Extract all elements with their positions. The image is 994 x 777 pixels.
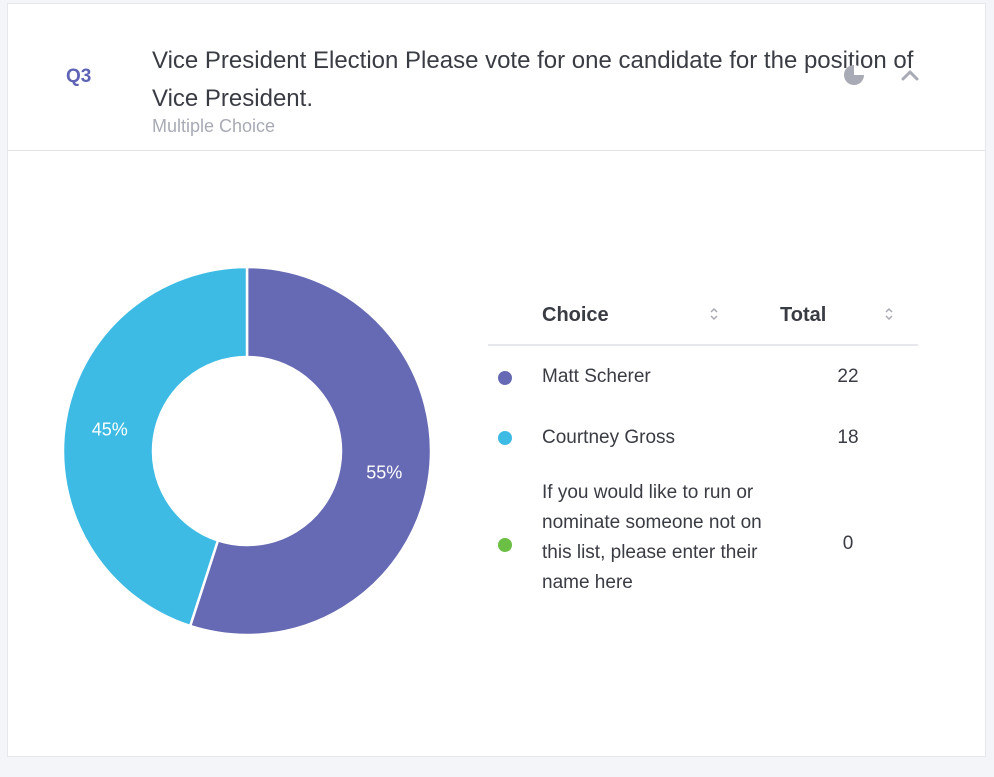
choice-label: Matt Scherer [542, 366, 651, 387]
pie-chart-icon[interactable] [843, 64, 865, 86]
choice-label: If you would like to run or nominate som… [542, 482, 762, 593]
results-table: Choice Total Matt Scherer 22 Courtney Gr… [488, 286, 918, 616]
page-footer-strip [0, 757, 994, 777]
chevron-up-icon[interactable] [899, 66, 921, 84]
question-header: Q3 Vice President Election Please vote f… [8, 4, 985, 151]
slice-percent-label: 45% [92, 419, 128, 439]
legend-dot [498, 431, 512, 445]
donut-slice[interactable] [61, 265, 249, 628]
sort-icon[interactable] [709, 304, 719, 324]
total-value: 0 [842, 533, 854, 554]
legend-dot [498, 371, 512, 385]
sort-icon[interactable] [884, 304, 894, 324]
choice-column-header[interactable]: Choice [542, 304, 609, 326]
question-title: Vice President Election Please vote for … [152, 47, 914, 112]
table-row: Courtney Gross 18 [488, 406, 918, 466]
donut-slice[interactable] [188, 265, 433, 637]
slice-percent-label: 55% [366, 463, 402, 483]
total-column-header[interactable]: Total [780, 304, 827, 326]
total-value: 18 [837, 427, 859, 448]
question-type: Multiple Choice [152, 116, 276, 136]
table-row: Matt Scherer 22 [488, 346, 918, 406]
total-value: 22 [837, 366, 859, 387]
donut-chart: 55% 45% [61, 265, 433, 637]
choice-label: Courtney Gross [542, 427, 676, 448]
legend-dot [498, 538, 512, 552]
question-number: Q3 [66, 66, 92, 87]
table-row: If you would like to run or nominate som… [488, 466, 918, 616]
table-header-row: Choice Total [488, 286, 918, 346]
